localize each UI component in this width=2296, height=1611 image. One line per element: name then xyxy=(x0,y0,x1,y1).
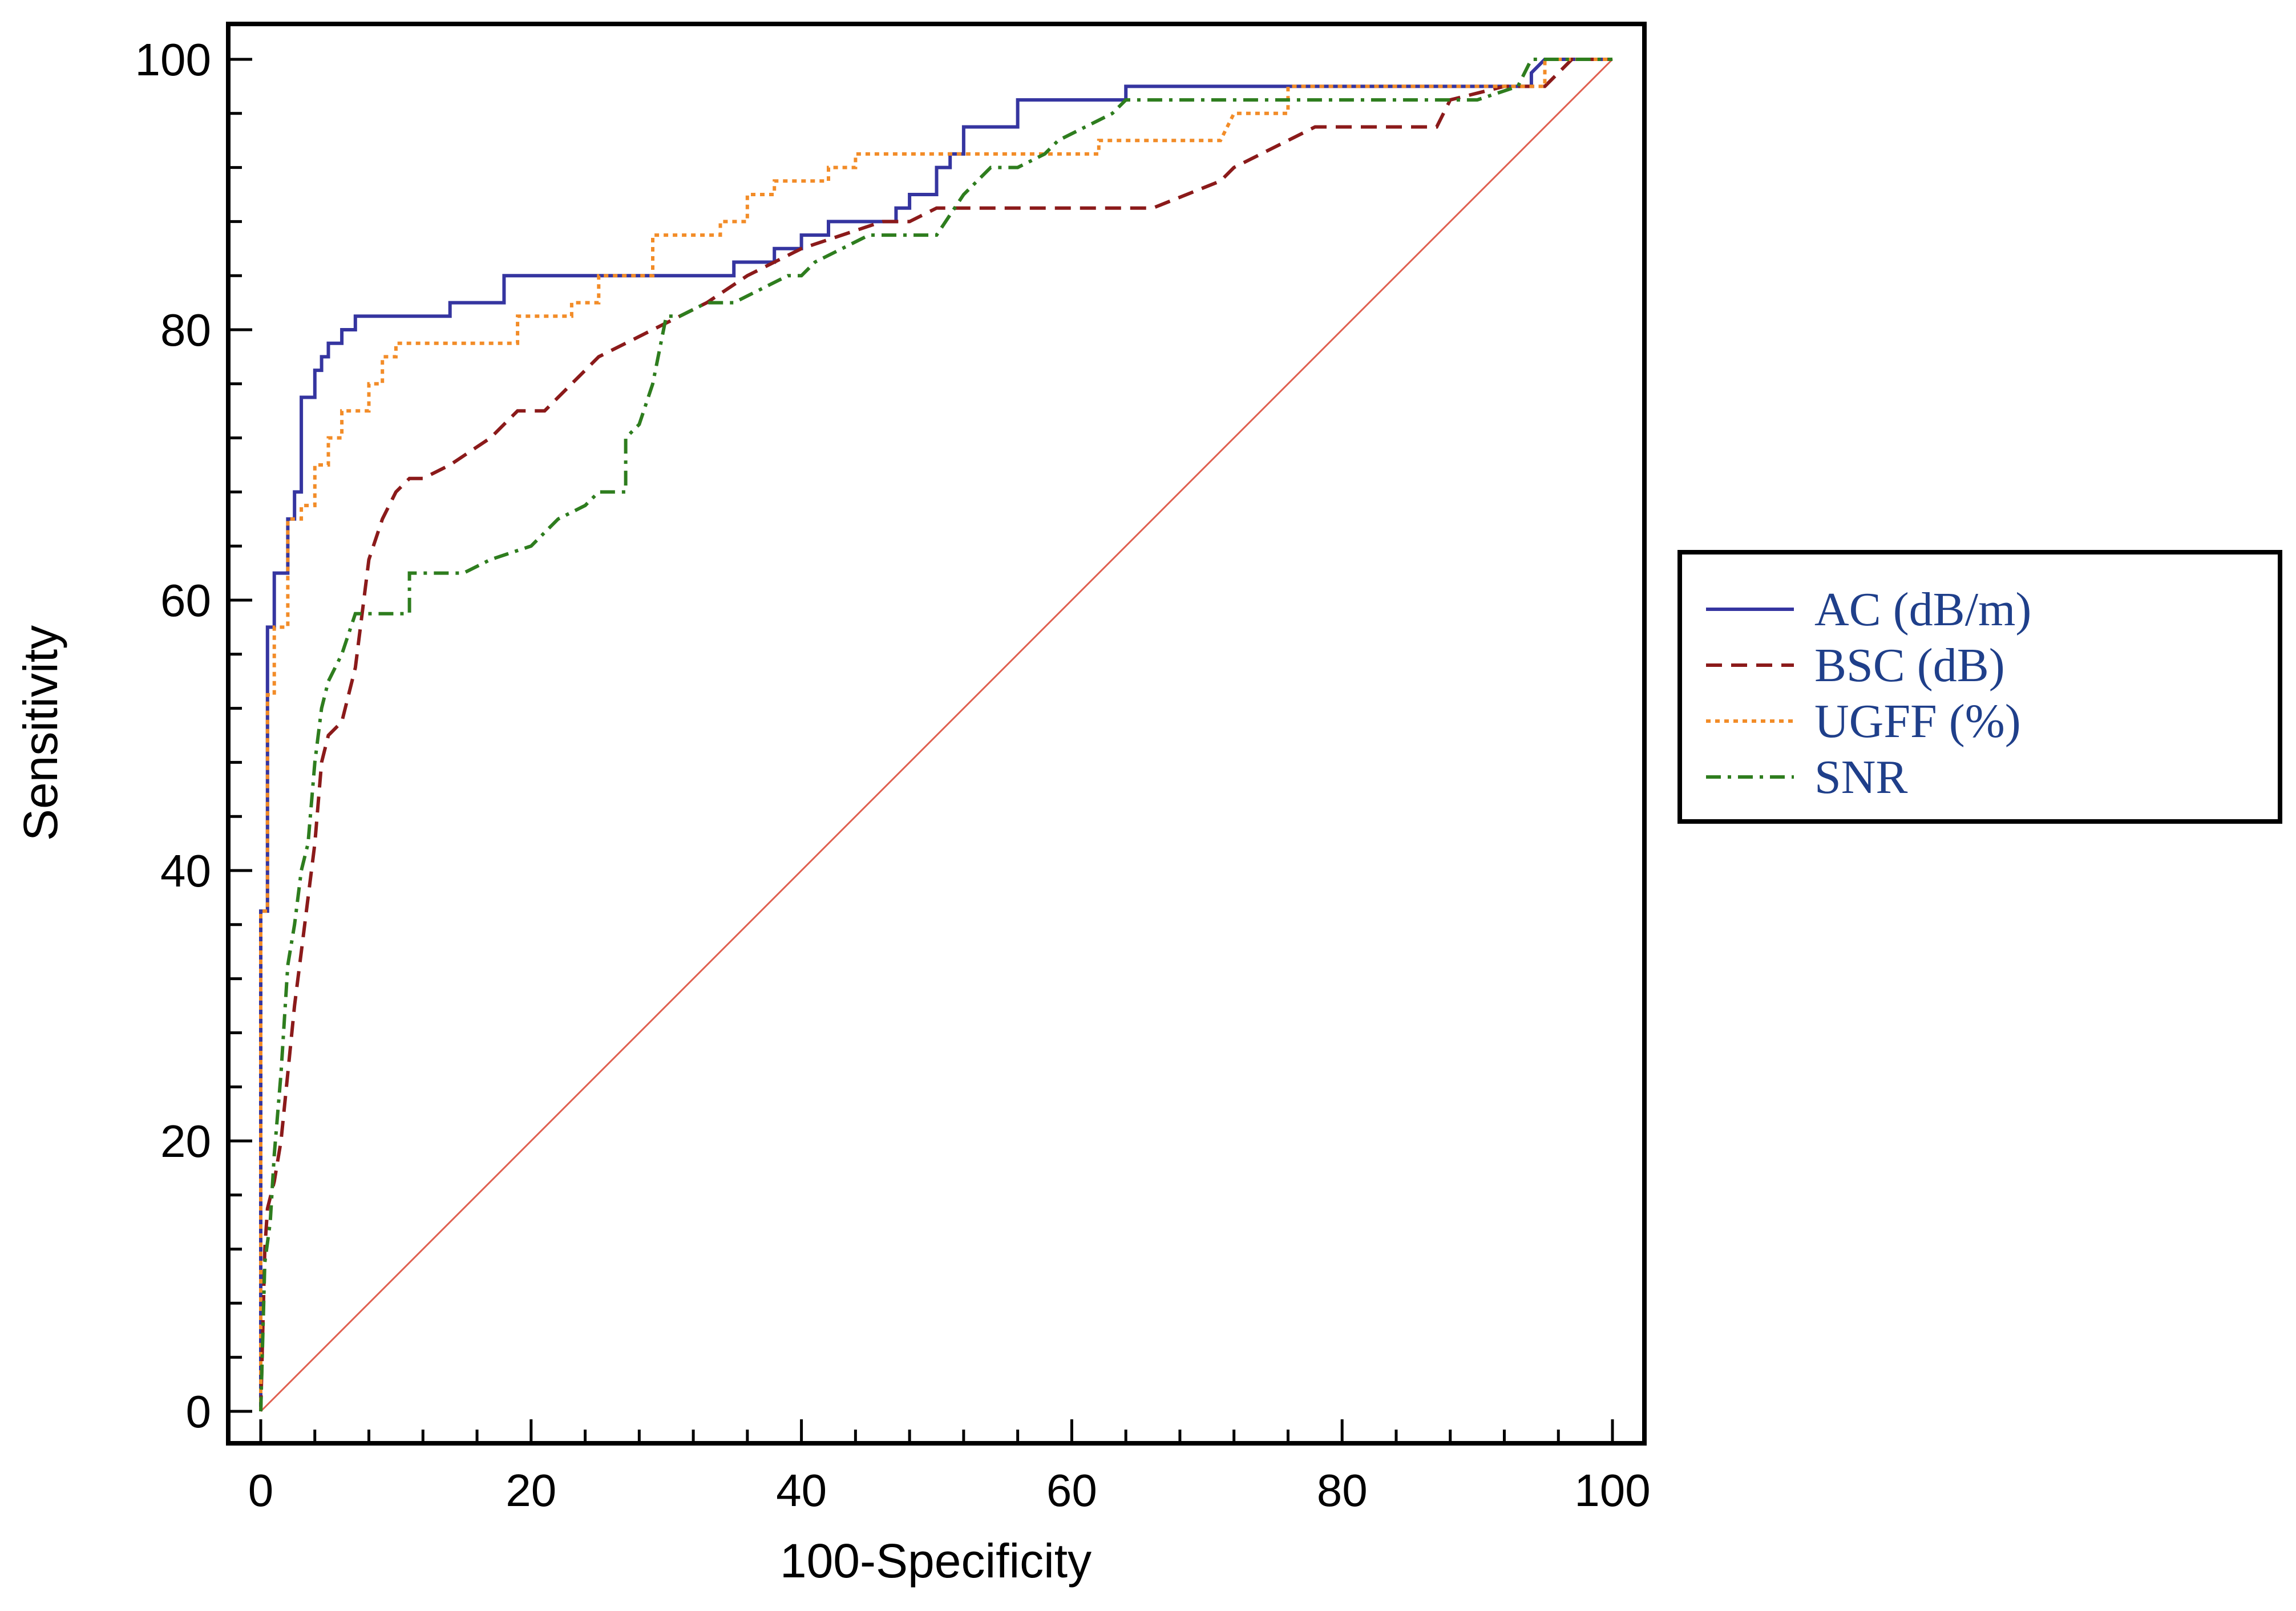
y-tick-label: 60 xyxy=(160,575,211,626)
legend-label-bsc-db: BSC (dB) xyxy=(1814,639,2005,692)
x-tick-label: 60 xyxy=(1046,1465,1097,1516)
legend-label-snr: SNR xyxy=(1814,751,1907,804)
legend-label-ugff: UGFF (%) xyxy=(1814,695,2021,748)
reference-diagonal-line xyxy=(260,58,1614,1412)
y-tick-label: 40 xyxy=(160,845,211,896)
plot-frame xyxy=(226,22,1647,1446)
y-tick-label: 20 xyxy=(160,1116,211,1167)
series-line-ac-db-m xyxy=(259,58,1612,1411)
legend-label-ac-db-m: AC (dB/m) xyxy=(1814,583,2031,636)
x-tick-label: 20 xyxy=(506,1465,556,1516)
series-line-snr xyxy=(259,58,1612,1412)
y-tick-label: 100 xyxy=(135,34,211,85)
series-line-bsc-db xyxy=(259,58,1612,1412)
y-tick-label: 0 xyxy=(186,1386,212,1437)
x-tick-label: 40 xyxy=(776,1465,827,1516)
plot-area xyxy=(259,58,1614,1412)
y-tick-label: 80 xyxy=(160,305,211,355)
x-axis-title: 100-Specificity xyxy=(780,1534,1092,1588)
y-axis-title: Sensitivity xyxy=(14,625,67,841)
x-tick-label: 0 xyxy=(248,1465,274,1516)
x-tick-label: 100 xyxy=(1574,1465,1650,1516)
axes: 0 20 40 60 80 100 0 20 40 60 80 100 xyxy=(135,22,1651,1516)
series-line-ugff xyxy=(259,58,1612,1411)
legend: AC (dB/m)BSC (dB)UGFF (%)SNR xyxy=(1677,550,2282,824)
x-tick-label: 80 xyxy=(1317,1465,1368,1516)
